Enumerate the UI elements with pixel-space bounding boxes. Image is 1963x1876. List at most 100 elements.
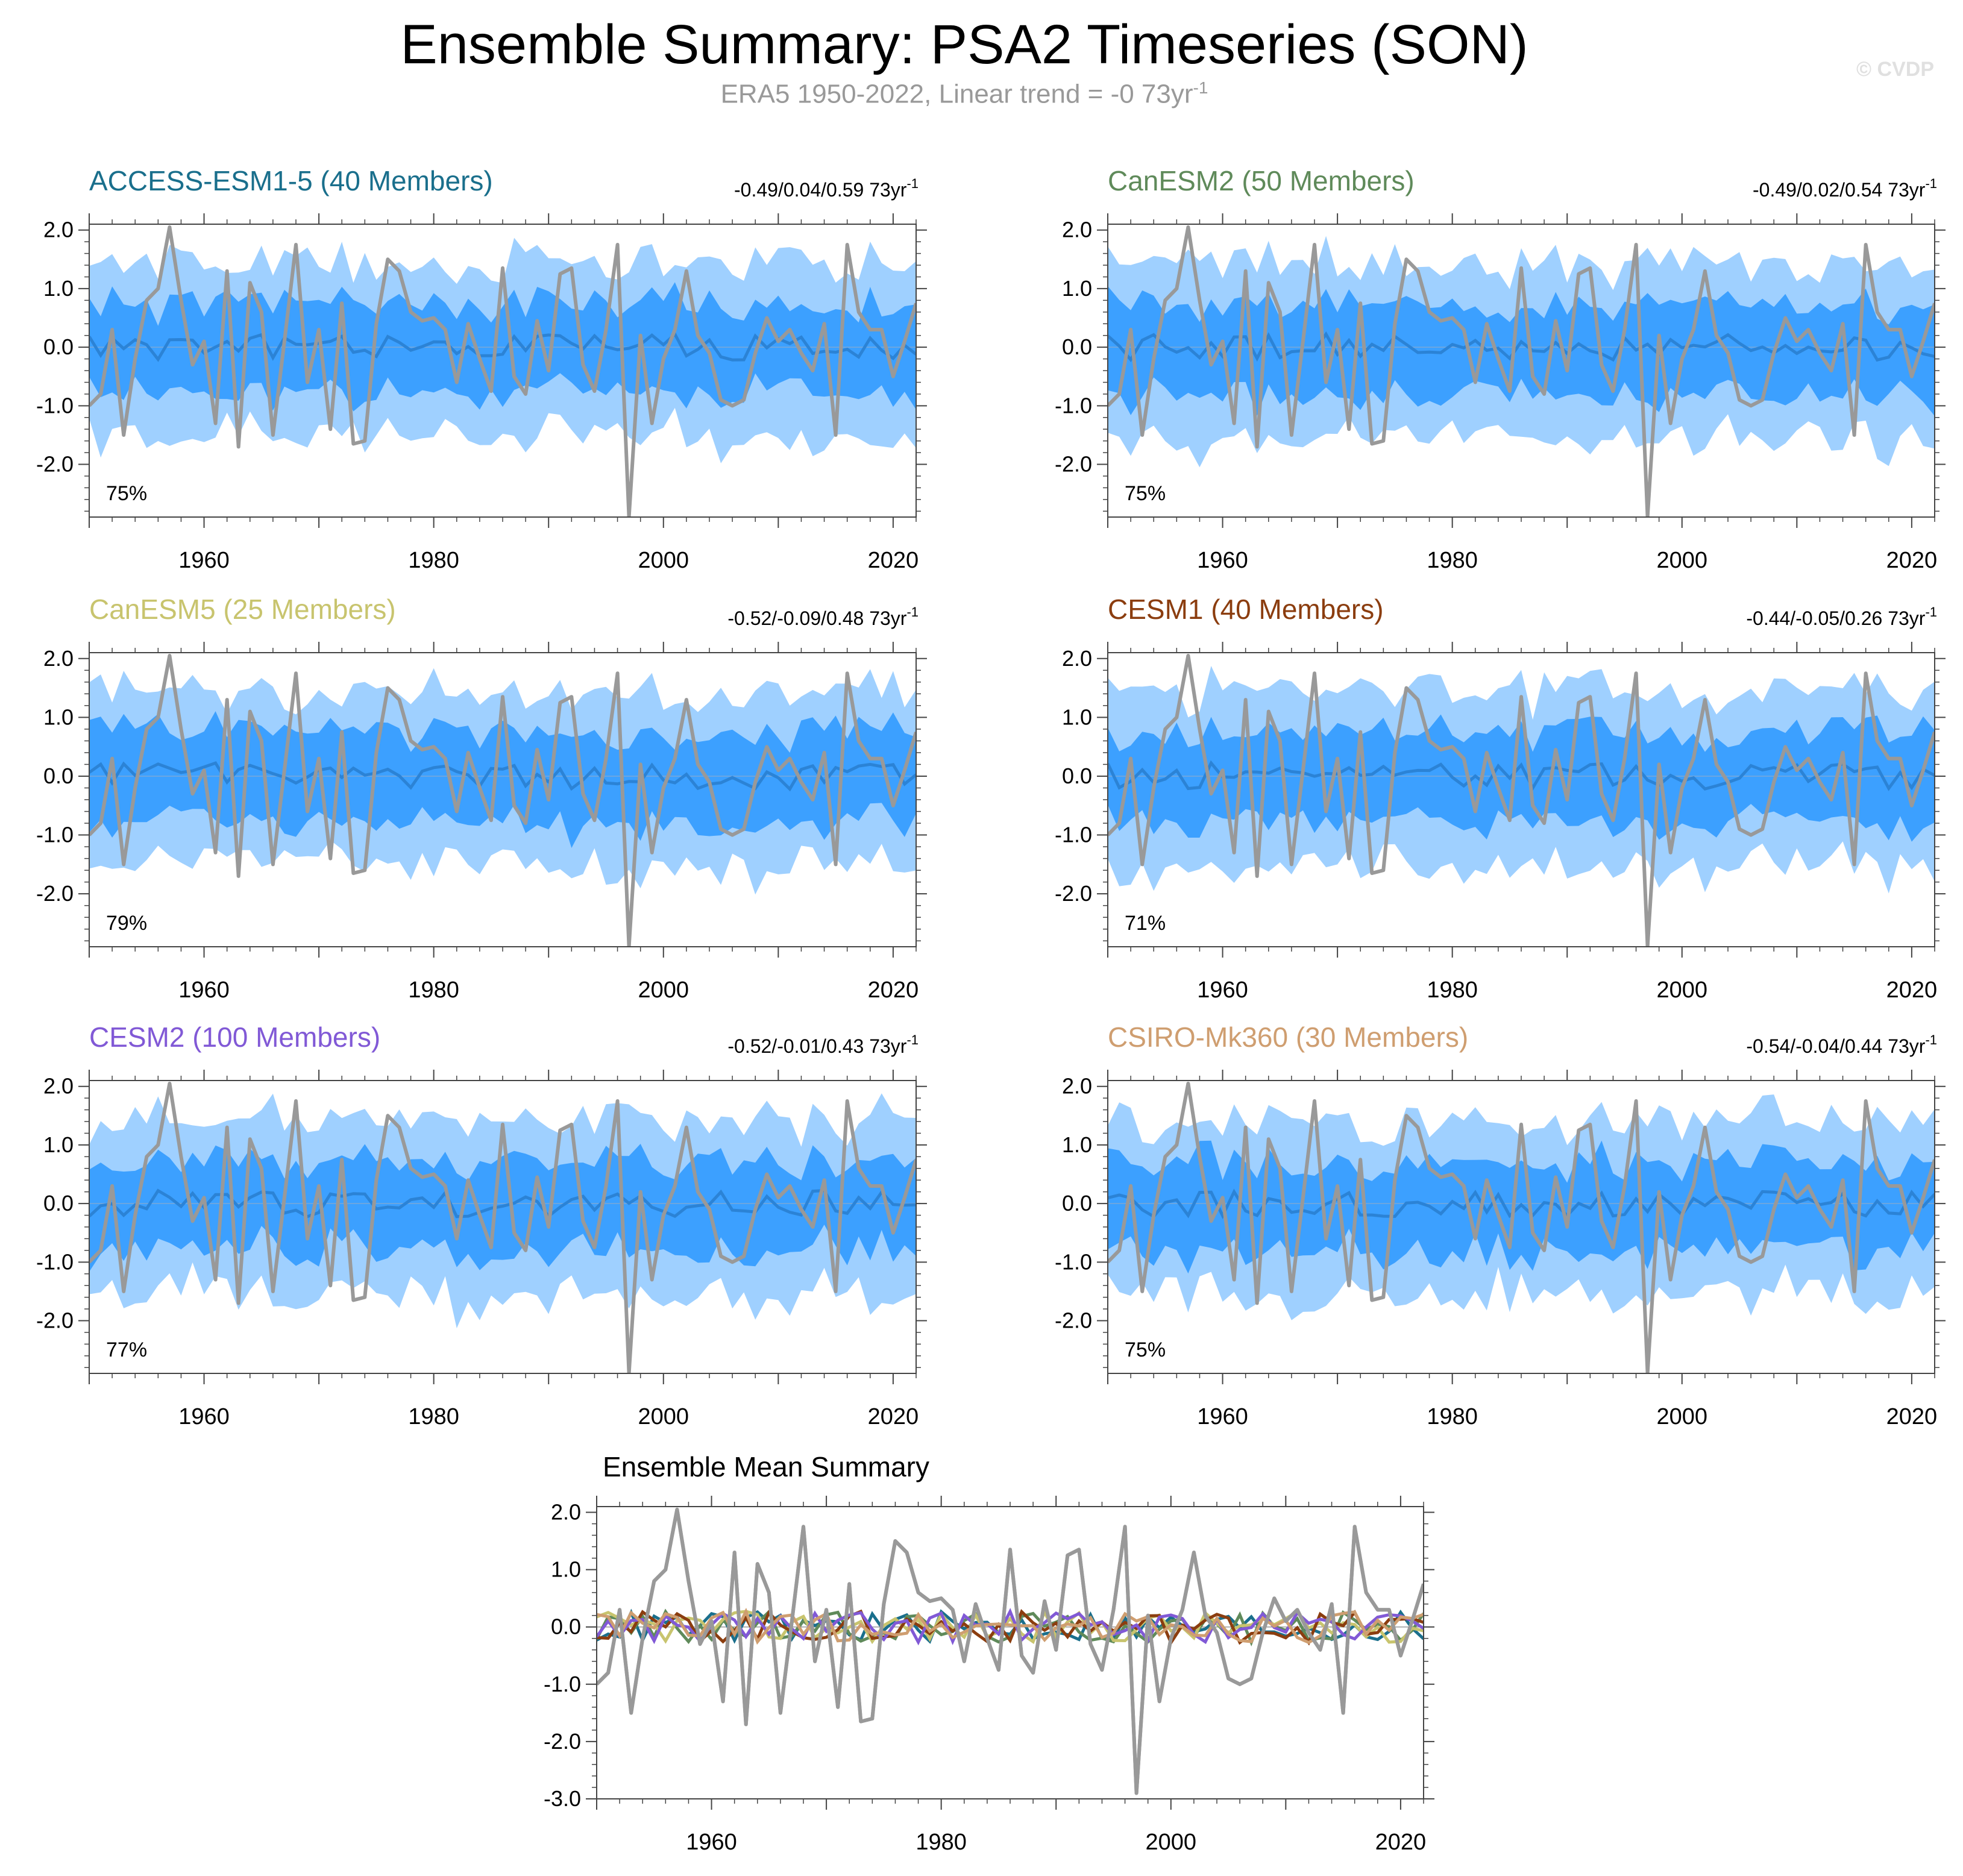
percent-label: 77%: [106, 1338, 147, 1361]
x-tick-label: 2020: [868, 1404, 919, 1429]
trend-superscript: -1: [1925, 1032, 1937, 1047]
y-tick-label: 0.0: [1062, 334, 1092, 359]
trend-label: -0.52/-0.01/0.43 73yr-1: [727, 1032, 919, 1057]
panel-title: Ensemble Mean Summary: [603, 1451, 929, 1482]
panel-4: -2.0 -1.0 0.0 1.0 2.0 1960 1980 2000 2020 CESM2 (…: [36, 1021, 927, 1429]
y-tick-label: 2.0: [43, 646, 74, 671]
x-tick-label: 2020: [868, 548, 919, 573]
y-tick-label: -2.0: [36, 881, 74, 906]
trend-superscript: -1: [906, 1032, 919, 1047]
figure-title: Ensemble Summary: PSA2 Timeseries (SON): [400, 14, 1528, 75]
x-tick-label: 2000: [1657, 1404, 1708, 1429]
plot-area-0: [89, 225, 916, 517]
observed-line-3: [1108, 653, 1935, 947]
x-tick-label: 2020: [1886, 548, 1938, 573]
x-tick-label: 1980: [1427, 1404, 1478, 1429]
observed-line-top: [597, 1507, 1424, 1795]
y-tick-label: 1.0: [43, 1132, 74, 1157]
y-tick-label: 0.0: [43, 1191, 74, 1216]
x-tick-label: 1960: [1197, 1404, 1248, 1429]
y-tick-label: 0.0: [43, 764, 74, 788]
trend-label: -0.44/-0.05/0.26 73yr-1: [1746, 604, 1937, 629]
y-tick-label: -1.0: [1055, 823, 1092, 847]
trend-superscript: -1: [906, 604, 919, 620]
y-tick-label: 1.0: [551, 1557, 581, 1582]
x-tick-label: 2020: [1886, 1404, 1938, 1429]
y-tick-label: 0.0: [1062, 764, 1092, 788]
y-tick-label: 1.0: [1062, 276, 1092, 301]
y-tick-label: -1.0: [1055, 393, 1092, 418]
ensemble-mean-line-1: [1108, 331, 1935, 363]
x-tick-label: 1980: [408, 977, 459, 1003]
band-25-75-2: [89, 711, 916, 849]
y-tick-label: 1.0: [43, 276, 74, 301]
plot-area-4: [89, 1081, 916, 1373]
x-tick-label: 1980: [1427, 548, 1478, 573]
plot-area-2: [89, 653, 916, 947]
panel-5: -2.0 -1.0 0.0 1.0 2.0 1960 1980 2000 2020 CSIRO-M…: [1055, 1021, 1946, 1429]
percent-label: 71%: [1125, 912, 1166, 935]
subtitle-text: ERA5 1950-2022, Linear trend = -0 73yr: [720, 79, 1193, 109]
panel-title: CanESM2 (50 Members): [1108, 165, 1415, 196]
x-tick-label: 1960: [178, 1404, 230, 1429]
x-tick-label: 1960: [1197, 977, 1248, 1003]
observed-line-5: [1108, 1081, 1935, 1373]
trend-superscript: -1: [1925, 176, 1937, 191]
y-tick-label: 0.0: [43, 334, 74, 359]
band-25-75-1: [1108, 286, 1935, 416]
observed-line-2: [89, 653, 916, 947]
x-tick-label: 2000: [1146, 1830, 1197, 1855]
ensemble-mean-line-2: [89, 761, 916, 792]
panel-title: CSIRO-Mk360 (30 Members): [1108, 1021, 1468, 1053]
x-tick-label: 1980: [408, 1404, 459, 1429]
y-tick-label: 1.0: [1062, 704, 1092, 729]
ensemble-mean-line-3: [1108, 760, 1935, 791]
x-tick-label: 1980: [408, 548, 459, 573]
x-tick-label: 1960: [178, 548, 230, 573]
panel-2: -2.0 -1.0 0.0 1.0 2.0 1960 1980 2000 2020 CanESM5…: [36, 594, 927, 1003]
figure-subtitle: ERA5 1950-2022, Linear trend = -0 73yr-1: [0, 78, 1929, 110]
y-tick-label: 2.0: [43, 1074, 74, 1099]
panel-1: -2.0 -1.0 0.0 1.0 2.0 1960 1980 2000 2020 CanESM2…: [1055, 165, 1946, 573]
y-tick-label: -2.0: [36, 1308, 74, 1333]
y-tick-label: -2.0: [1055, 452, 1092, 477]
y-tick-label: -3.0: [544, 1786, 581, 1811]
y-tick-label: -2.0: [544, 1729, 581, 1754]
x-tick-label: 2000: [638, 1404, 689, 1429]
plot-area-3: [1108, 653, 1935, 947]
y-tick-label: 1.0: [1062, 1132, 1092, 1157]
x-tick-label: 2000: [1657, 977, 1708, 1003]
observed-line-4: [89, 1081, 916, 1373]
y-tick-label: 0.0: [1062, 1191, 1092, 1216]
observed-line-0: [89, 225, 916, 517]
percent-label: 75%: [1125, 1338, 1166, 1361]
subtitle-superscript: -1: [1193, 78, 1208, 97]
x-tick-label: 1960: [686, 1830, 737, 1855]
band-25-75-5: [1108, 1140, 1935, 1274]
ensemble-mean-line-5: [1108, 1188, 1935, 1220]
x-tick-label: 1980: [1427, 977, 1478, 1003]
x-tick-label: 2020: [1886, 977, 1938, 1003]
y-tick-label: -2.0: [1055, 1308, 1092, 1333]
ensemble-mean-line-4: [89, 1188, 916, 1219]
model-mean-line-4: [597, 1608, 1424, 1646]
panel-title: CanESM5 (25 Members): [89, 594, 396, 625]
plot-area-5: [1108, 1081, 1935, 1373]
y-tick-label: 2.0: [43, 218, 74, 242]
panel-title: CESM2 (100 Members): [89, 1021, 380, 1053]
x-tick-label: 1980: [916, 1830, 967, 1855]
percent-label: 75%: [1125, 482, 1166, 505]
x-tick-label: 2020: [1375, 1830, 1427, 1855]
y-tick-label: -1.0: [36, 393, 74, 418]
y-tick-label: -2.0: [36, 452, 74, 477]
y-tick-label: 2.0: [1062, 646, 1092, 671]
trend-label: -0.54/-0.04/0.44 73yr-1: [1746, 1032, 1937, 1057]
y-tick-label: 0.0: [551, 1614, 581, 1639]
y-tick-label: -1.0: [36, 1249, 74, 1274]
x-tick-label: 1960: [1197, 548, 1248, 573]
trend-superscript: -1: [1925, 604, 1937, 620]
plot-area-6: [597, 1507, 1424, 1795]
percent-label: 79%: [106, 912, 147, 935]
y-tick-label: 2.0: [1062, 218, 1092, 242]
